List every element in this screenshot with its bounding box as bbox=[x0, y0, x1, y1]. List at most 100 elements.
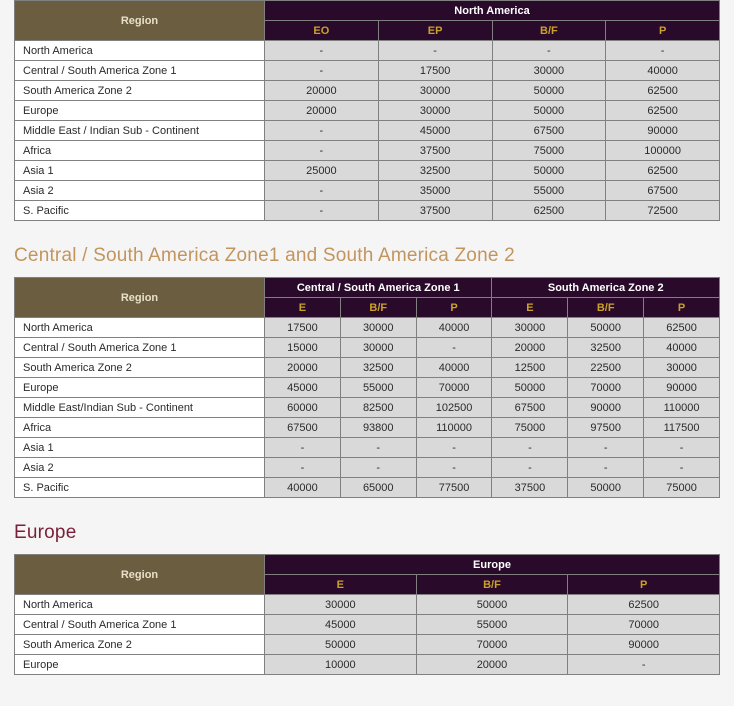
data-cell: 45000 bbox=[265, 615, 417, 635]
data-cell: 20000 bbox=[416, 655, 568, 675]
data-cell: - bbox=[265, 141, 379, 161]
data-cell: 50000 bbox=[265, 635, 417, 655]
data-cell: 20000 bbox=[265, 81, 379, 101]
data-cell: 37500 bbox=[378, 141, 492, 161]
data-cell: 17500 bbox=[265, 318, 341, 338]
row-label: South America Zone 2 bbox=[15, 635, 265, 655]
data-cell: 62500 bbox=[568, 595, 720, 615]
row-label: Central / South America Zone 1 bbox=[15, 615, 265, 635]
data-cell: 75000 bbox=[492, 418, 568, 438]
data-cell: - bbox=[416, 458, 492, 478]
data-cell: 60000 bbox=[265, 398, 341, 418]
data-cell: 110000 bbox=[416, 418, 492, 438]
data-cell: 62500 bbox=[492, 201, 606, 221]
col-header: E bbox=[265, 298, 341, 318]
data-cell: - bbox=[568, 655, 720, 675]
region-header: Region bbox=[15, 278, 265, 318]
data-cell: - bbox=[492, 438, 568, 458]
data-cell: 62500 bbox=[606, 81, 720, 101]
data-cell: - bbox=[265, 121, 379, 141]
data-cell: 37500 bbox=[492, 478, 568, 498]
data-cell: 30000 bbox=[378, 81, 492, 101]
group-header: Europe bbox=[265, 555, 720, 575]
row-label: Africa bbox=[15, 418, 265, 438]
col-header: B/F bbox=[416, 575, 568, 595]
data-cell: - bbox=[416, 438, 492, 458]
col-header: E bbox=[265, 575, 417, 595]
data-cell: 90000 bbox=[568, 635, 720, 655]
table-row: North America---- bbox=[15, 41, 720, 61]
data-cell: 72500 bbox=[606, 201, 720, 221]
data-cell: 65000 bbox=[340, 478, 416, 498]
table-row: Europe20000300005000062500 bbox=[15, 101, 720, 121]
data-cell: 22500 bbox=[568, 358, 644, 378]
data-cell: - bbox=[265, 438, 341, 458]
data-cell: 45000 bbox=[378, 121, 492, 141]
row-label: North America bbox=[15, 595, 265, 615]
data-cell: 50000 bbox=[568, 478, 644, 498]
row-label: Asia 1 bbox=[15, 438, 265, 458]
table-row: South America Zone 220000300005000062500 bbox=[15, 81, 720, 101]
data-cell: - bbox=[568, 458, 644, 478]
data-cell: - bbox=[265, 181, 379, 201]
col-header: B/F bbox=[492, 21, 606, 41]
data-cell: 20000 bbox=[265, 101, 379, 121]
data-cell: 32500 bbox=[568, 338, 644, 358]
data-cell: 20000 bbox=[265, 358, 341, 378]
data-cell: 102500 bbox=[416, 398, 492, 418]
data-cell: 30000 bbox=[492, 318, 568, 338]
data-cell: 75000 bbox=[644, 478, 720, 498]
data-cell: - bbox=[340, 438, 416, 458]
table-row: Europe1000020000- bbox=[15, 655, 720, 675]
data-cell: 77500 bbox=[416, 478, 492, 498]
row-label: Africa bbox=[15, 141, 265, 161]
data-cell: 32500 bbox=[340, 358, 416, 378]
table-row: Middle East / Indian Sub - Continent-450… bbox=[15, 121, 720, 141]
data-cell: 37500 bbox=[378, 201, 492, 221]
data-cell: 75000 bbox=[492, 141, 606, 161]
col-header: E bbox=[492, 298, 568, 318]
data-cell: - bbox=[644, 438, 720, 458]
data-cell: 17500 bbox=[378, 61, 492, 81]
col-header: EP bbox=[378, 21, 492, 41]
row-label: Europe bbox=[15, 378, 265, 398]
table-row: Europe450005500070000500007000090000 bbox=[15, 378, 720, 398]
data-cell: - bbox=[265, 61, 379, 81]
data-cell: - bbox=[416, 338, 492, 358]
region-header: Region bbox=[15, 1, 265, 41]
row-label: South America Zone 2 bbox=[15, 358, 265, 378]
data-cell: 117500 bbox=[644, 418, 720, 438]
table-csa-sa: Region Central / South America Zone 1 So… bbox=[14, 277, 720, 498]
data-cell: 110000 bbox=[644, 398, 720, 418]
data-cell: 67500 bbox=[492, 398, 568, 418]
data-cell: 67500 bbox=[492, 121, 606, 141]
row-label: South America Zone 2 bbox=[15, 81, 265, 101]
data-cell: - bbox=[265, 41, 379, 61]
data-cell: 62500 bbox=[606, 101, 720, 121]
data-cell: 40000 bbox=[606, 61, 720, 81]
data-cell: 50000 bbox=[492, 378, 568, 398]
data-cell: 90000 bbox=[568, 398, 644, 418]
data-cell: 62500 bbox=[644, 318, 720, 338]
data-cell: 40000 bbox=[416, 318, 492, 338]
data-cell: - bbox=[606, 41, 720, 61]
data-cell: 55000 bbox=[492, 181, 606, 201]
data-cell: 40000 bbox=[644, 338, 720, 358]
table-row: North America175003000040000300005000062… bbox=[15, 318, 720, 338]
row-label: Asia 2 bbox=[15, 458, 265, 478]
data-cell: 30000 bbox=[265, 595, 417, 615]
data-cell: 50000 bbox=[492, 81, 606, 101]
data-cell: 70000 bbox=[568, 378, 644, 398]
row-label: North America bbox=[15, 41, 265, 61]
row-label: Asia 1 bbox=[15, 161, 265, 181]
table-row: Asia 2------ bbox=[15, 458, 720, 478]
data-cell: 32500 bbox=[378, 161, 492, 181]
data-cell: 40000 bbox=[265, 478, 341, 498]
region-header: Region bbox=[15, 555, 265, 595]
table-row: S. Pacific400006500077500375005000075000 bbox=[15, 478, 720, 498]
data-cell: 12500 bbox=[492, 358, 568, 378]
data-cell: 50000 bbox=[416, 595, 568, 615]
data-cell: 70000 bbox=[416, 635, 568, 655]
data-cell: 50000 bbox=[492, 101, 606, 121]
table-row: Middle East/Indian Sub - Continent600008… bbox=[15, 398, 720, 418]
